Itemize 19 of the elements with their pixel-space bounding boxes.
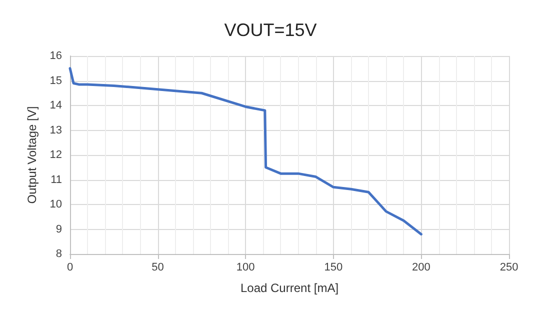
y-tick-label: 10 [50,198,62,210]
x-tick-label: 0 [66,262,74,274]
y-tick-label: 15 [50,74,62,87]
x-axis-title: Load Current [mA] [240,281,339,295]
y-tick-label: 14 [50,100,62,112]
x-tick-label: 200 [412,262,430,274]
y-axis-title: Output Voltage [V] [25,106,39,204]
y-tick-label: 13 [50,124,62,136]
x-tick-label: 100 [236,262,255,274]
y-tick-label: 16 [50,50,62,62]
x-tick-label: 50 [152,262,164,274]
x-tick-label: 250 [500,262,518,274]
y-tick-label: 11 [50,174,62,186]
chart-title: VOUT=15V [224,20,317,40]
x-tick-label: 150 [324,262,343,274]
y-tick-label: 8 [56,248,62,260]
y-tick-label: 12 [50,149,62,161]
y-tick-label: 9 [56,223,62,236]
line-series [68,67,422,236]
